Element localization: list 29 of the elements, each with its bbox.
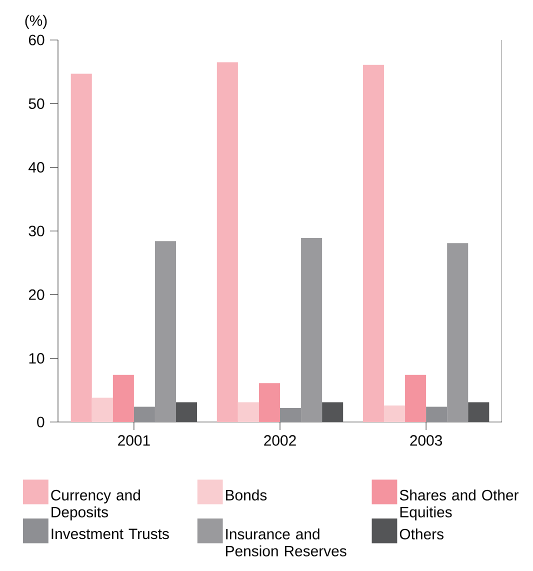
- y-tick-label: 0: [37, 416, 44, 428]
- legend-label: Shares and Other Equities: [400, 489, 519, 520]
- legend-label: Investment Trusts: [52, 528, 169, 540]
- bar: [92, 398, 113, 422]
- y-tick-label: 60: [28, 34, 44, 46]
- bar: [112, 374, 134, 422]
- bar: [70, 74, 92, 422]
- legend-label: Others: [400, 528, 444, 540]
- y-tick-label: 30: [28, 226, 44, 236]
- bar: [176, 402, 198, 422]
- legend-label: Currency and Deposits: [51, 489, 140, 520]
- bar: [238, 402, 259, 422]
- legend-label: Insurance and Pension Reserves: [226, 528, 346, 556]
- bar: [322, 402, 344, 422]
- bar: [216, 62, 238, 422]
- y-axis-title: (%): [25, 14, 47, 29]
- bar: [258, 383, 280, 422]
- x-tick-label: 2002: [264, 435, 296, 446]
- bar: [384, 405, 406, 422]
- y-tick-label: 50: [28, 98, 44, 109]
- x-tick-label: 2001: [118, 435, 150, 446]
- bar: [362, 64, 384, 422]
- y-tick-label: 40: [28, 162, 44, 173]
- y-tick-label: 10: [29, 353, 44, 364]
- x-tick-label: 2003: [410, 435, 442, 446]
- bar: [468, 402, 490, 422]
- y-tick-label: 20: [28, 289, 44, 300]
- bar: [405, 374, 426, 422]
- legend-label: Bonds: [226, 489, 267, 500]
